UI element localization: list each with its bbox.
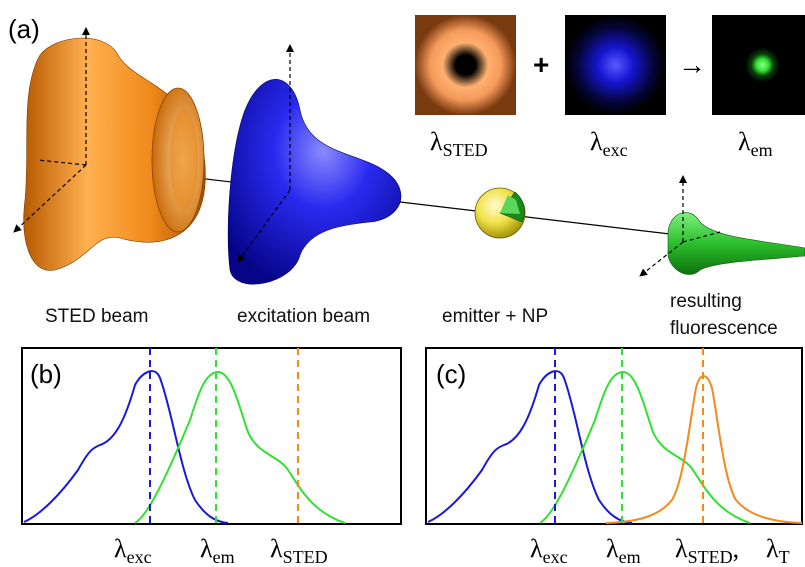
panel-b-frame (21, 347, 402, 525)
psf-label-em: λem (738, 127, 773, 160)
panel-b-label-exc: λexc (114, 534, 152, 567)
psf-label-sted: λSTED (430, 127, 488, 160)
panel-c-curves (427, 348, 803, 524)
sted-beam-label: STED beam (45, 306, 148, 327)
fluorescence-shape (667, 212, 805, 275)
panel-c-frame (425, 347, 803, 525)
panel-b-label-em: λem (200, 534, 235, 567)
fluorescence-label-line2: fluorescence (670, 318, 778, 339)
psf-plus-operator: + (533, 49, 549, 80)
psf-label-exc: λexc (590, 127, 628, 160)
panel-b-curves (23, 348, 346, 524)
psf-sted-image (415, 15, 516, 115)
panel-c-exc-curve (427, 370, 633, 524)
panel-b-label-sted: λSTED (270, 534, 328, 567)
sted-axes (13, 27, 90, 233)
excitation-axes (237, 44, 294, 263)
excitation-beam-label: excitation beam (237, 306, 370, 327)
panel-label-a: (a) (8, 14, 40, 44)
psf-em-image (712, 15, 805, 115)
panel-c-label-em: λem (606, 534, 641, 567)
panel-c-label-sted: λSTED, (675, 534, 739, 567)
panel-b-exc-curve (23, 370, 229, 524)
panel-label-c: (c) (436, 359, 466, 389)
panel-c-em-curve (539, 370, 751, 524)
psf-exc-image (565, 15, 666, 115)
fluorescence-label-line1: resulting (670, 291, 742, 312)
sted-beam-shape (23, 37, 206, 271)
emitter-label: emitter + NP (442, 306, 548, 327)
emitter-sphere (474, 187, 526, 239)
panel-c-label-exc: λexc (530, 534, 568, 567)
panel-label-b: (b) (30, 359, 62, 389)
panel-b-em-curve (134, 370, 346, 524)
psf-arrow-operator: → (678, 49, 706, 80)
panel-c-label-t: λT (766, 534, 790, 567)
fluorescence-axes (639, 175, 721, 277)
excitation-beam-shape (227, 79, 402, 285)
